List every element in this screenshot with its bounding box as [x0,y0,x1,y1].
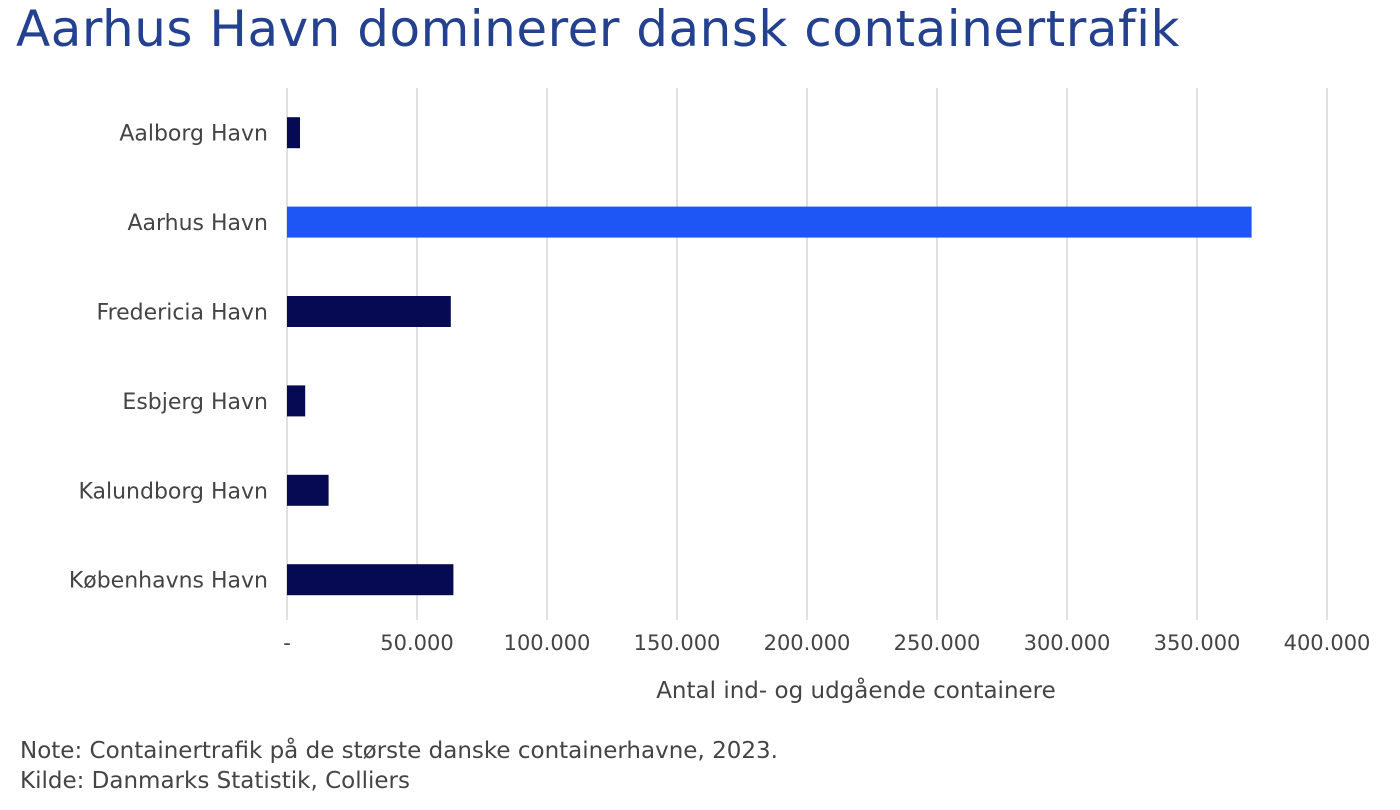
category-label: Kalundborg Havn [78,479,268,504]
note-line: Note: Containertrafik på de største dans… [20,738,778,764]
x-tick-label: - [283,631,291,655]
category-label: Københavns Havn [69,569,268,594]
bar-aarhus-havn [287,206,1252,238]
x-tick-label: 250.000 [894,631,981,655]
chart-note: Note: Containertrafik på de største dans… [20,736,778,796]
x-tick-label: 400.000 [1284,631,1371,655]
gridlines [286,88,1328,620]
bar-københavns-havn [287,564,454,596]
category-label: Aarhus Havn [127,211,268,236]
x-tick-label: 50.000 [380,631,453,655]
x-axis-label: Antal ind- og udgående containere [656,676,1056,704]
bars [287,117,1252,596]
x-tick-label: 200.000 [764,631,851,655]
category-label: Aalborg Havn [119,122,268,147]
bar-chart: Aalborg Havn Aarhus Havn Fredericia Havn Es… [69,88,1370,704]
category-label: Fredericia Havn [97,301,268,326]
category-labels: Aalborg Havn Aarhus Havn Fredericia Havn Es… [69,122,268,594]
x-tick-label: 100.000 [504,631,591,655]
chart-title: Aarhus Havn dominerer dansk containertra… [16,0,1180,58]
x-tick-label: 350.000 [1154,631,1241,655]
x-tick-label: 300.000 [1024,631,1111,655]
bar-fredericia-havn [287,296,451,327]
source-line: Kilde: Danmarks Statistik, Colliers [20,768,410,794]
x-tick-label: 150.000 [634,631,721,655]
bar-aalborg-havn [287,117,300,149]
bar-esbjerg-havn [287,385,306,417]
category-label: Esbjerg Havn [122,390,268,415]
bar-kalundborg-havn [287,474,329,506]
x-tick-labels: - 50.000 100.000 150.000 200.000 250.000 300.0… [283,631,1370,655]
